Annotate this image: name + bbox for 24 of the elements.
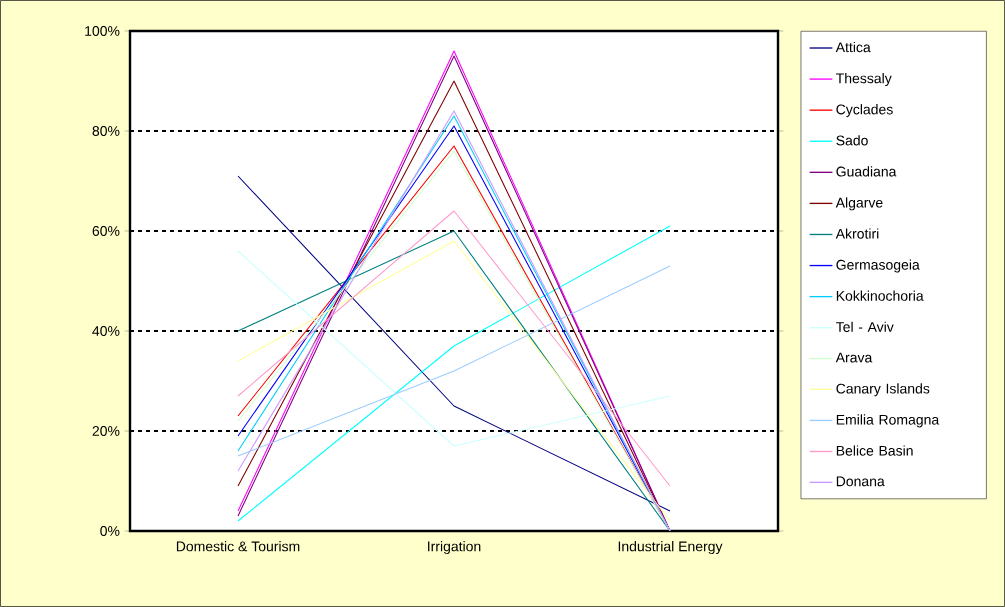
y-tick-label: 100% [85, 26, 120, 36]
x-tick-label: Domestic & Tourism [176, 541, 300, 552]
y-tick-label: 20% [92, 426, 120, 436]
legend-label: Algarve [835, 197, 883, 211]
legend-label: Germasogeia [836, 259, 920, 273]
x-tick-label: Irrigation [428, 541, 481, 555]
legend-label: Guadiana [836, 166, 897, 177]
legend-label: Tel - Aviv [836, 321, 894, 332]
legend-label: Thessaly [836, 73, 892, 87]
legend-label: Donana [836, 476, 885, 487]
y-tick-label: 0% [100, 526, 120, 536]
legend-label: Belice Basin [836, 445, 913, 456]
legend-label: Emilia Romagna [836, 414, 940, 428]
x-tick-label: Industrial Energy [618, 541, 723, 555]
y-tick-label: 40% [92, 326, 120, 336]
legend-label: Cyclades [836, 104, 893, 118]
legend-label: Canary Islands [836, 383, 930, 397]
y-tick-label: 80% [92, 126, 120, 136]
legend-label: Kokkinochoria [836, 290, 924, 301]
legend-label: Arava [835, 352, 873, 363]
legend-label: Sado [836, 135, 868, 146]
legend-label: Attica [835, 41, 871, 53]
legend-label: Akrotiri [835, 228, 879, 239]
y-tick-label: 60% [92, 226, 120, 236]
